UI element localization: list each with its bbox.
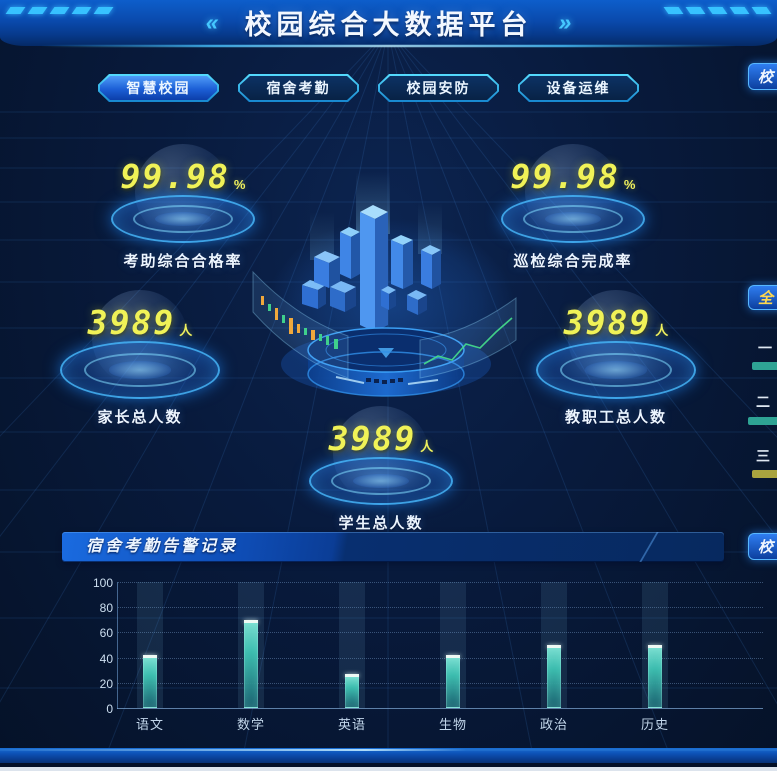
tab-bar: 智慧校园 宿舍考勤 校园安防 设备运维 <box>98 74 639 102</box>
bar-cap <box>143 655 157 659</box>
chart-bar-生物 <box>446 655 460 708</box>
bar-cap <box>648 645 662 648</box>
stat-label: 学生总人数 <box>338 515 424 532</box>
x-axis-line <box>117 708 763 709</box>
gridline-20 <box>118 682 763 684</box>
y-tick-80: 80 <box>99 601 113 616</box>
rank-bar-2 <box>748 417 777 425</box>
bar-body <box>244 622 258 708</box>
bar-body <box>648 648 662 708</box>
tab-label: 智慧校园 <box>100 76 217 100</box>
tab-3[interactable]: 设备运维 <box>518 74 639 102</box>
attendance-alarm-chart: 0 20 40 60 80 100 语文 数学 英语 生物 政治 历史 <box>93 576 767 736</box>
stat-unit: 人 <box>420 439 434 454</box>
tab-2[interactable]: 校园安防 <box>378 74 499 102</box>
bottom-glow-band <box>0 748 777 763</box>
glow-platform <box>501 195 645 243</box>
alarm-panel-titlebar: 宿舍考勤告警记录 <box>62 532 724 562</box>
rank-bar-3 <box>752 470 777 478</box>
x-category-政治: 政治 <box>539 717 568 732</box>
y-tick-20: 20 <box>99 676 113 691</box>
stat-value: 99.98 <box>120 157 230 196</box>
y-tick-0: 0 <box>106 702 113 716</box>
bar-cap <box>345 673 359 677</box>
bar-cap <box>446 655 460 659</box>
stat-unit: % <box>623 177 636 192</box>
bar-body <box>446 658 460 708</box>
rank-label-2: 二 <box>756 394 771 410</box>
gridline-40 <box>118 657 763 659</box>
stat-unit: 人 <box>655 323 669 338</box>
chart-bar-语文 <box>143 655 157 708</box>
right-panel-tag-top: 校 <box>748 63 777 90</box>
stat-label: 教职工总人数 <box>564 409 667 426</box>
glow-platform <box>309 457 453 505</box>
gridline-80 <box>118 607 763 609</box>
center-visualization <box>252 172 517 397</box>
stat-value: 99.98 <box>510 157 620 196</box>
tab-label: 宿舍考勤 <box>240 76 357 100</box>
alarm-panel-title: 宿舍考勤告警记录 <box>86 538 239 555</box>
y-tick-60: 60 <box>99 626 113 641</box>
y-tick-100: 100 <box>92 576 113 590</box>
right-panel-tag-mid: 全 <box>748 285 777 310</box>
stat-students-total: 3989 人 学生总人数 <box>306 406 456 533</box>
stat-label: 考助综合合格率 <box>123 253 243 270</box>
right-panel-tag-bottom: 校 <box>748 533 777 560</box>
tab-1[interactable]: 宿舍考勤 <box>238 74 359 102</box>
y-axis-line <box>117 582 118 709</box>
left-chevrons-icon: « <box>205 8 219 35</box>
header-bar: « 校园综合大数据平台 » <box>0 0 777 46</box>
bar-body <box>547 648 561 708</box>
glow-platform <box>111 195 255 243</box>
stat-unit: 人 <box>179 323 193 338</box>
rank-label-1: 一 <box>758 340 773 356</box>
page-title: 校园综合大数据平台 <box>244 9 533 40</box>
stat-value: 3989 <box>328 419 417 458</box>
chart-bar-政治 <box>547 645 561 708</box>
chart-bar-英语 <box>345 673 359 708</box>
rank-label-3: 三 <box>756 448 771 464</box>
bar-cap <box>547 645 561 648</box>
bottom-light-strip <box>0 767 777 771</box>
stat-unit: % <box>233 177 246 192</box>
gridline-100 <box>118 582 763 583</box>
bottom-dark-strip <box>0 763 777 767</box>
chart-bar-数学 <box>244 619 258 708</box>
x-category-历史: 历史 <box>640 717 669 732</box>
bar-body <box>143 658 157 708</box>
glow-platform <box>536 341 696 399</box>
tab-label: 校园安防 <box>380 76 497 100</box>
stat-value: 3989 <box>563 303 652 342</box>
bar-body <box>345 676 359 708</box>
stat-label: 巡检综合完成率 <box>513 253 633 270</box>
x-category-生物: 生物 <box>438 717 467 732</box>
x-category-英语: 英语 <box>337 717 366 732</box>
stat-staff-total: 3989 人 教职工总人数 <box>528 290 704 427</box>
stat-label: 家长总人数 <box>97 409 183 426</box>
gridline-60 <box>118 632 763 634</box>
rank-bar-1 <box>752 362 777 370</box>
glow-platform <box>60 341 220 399</box>
right-chevrons-icon: » <box>558 8 572 35</box>
stat-inspection-completion-rate: 99.98% 巡检综合完成率 <box>478 144 668 271</box>
stat-attendance-pass-rate: 99.98% 考助综合合格率 <box>88 144 278 271</box>
stat-parents-total: 3989 人 家长总人数 <box>52 290 228 427</box>
x-category-语文: 语文 <box>135 717 164 732</box>
tab-label: 设备运维 <box>520 76 637 100</box>
x-category-数学: 数学 <box>236 717 265 732</box>
bar-cap <box>244 619 258 623</box>
chart-bar-历史 <box>648 645 662 708</box>
y-tick-40: 40 <box>99 651 113 666</box>
tab-0[interactable]: 智慧校园 <box>98 74 219 102</box>
stat-value: 3989 <box>87 303 176 342</box>
